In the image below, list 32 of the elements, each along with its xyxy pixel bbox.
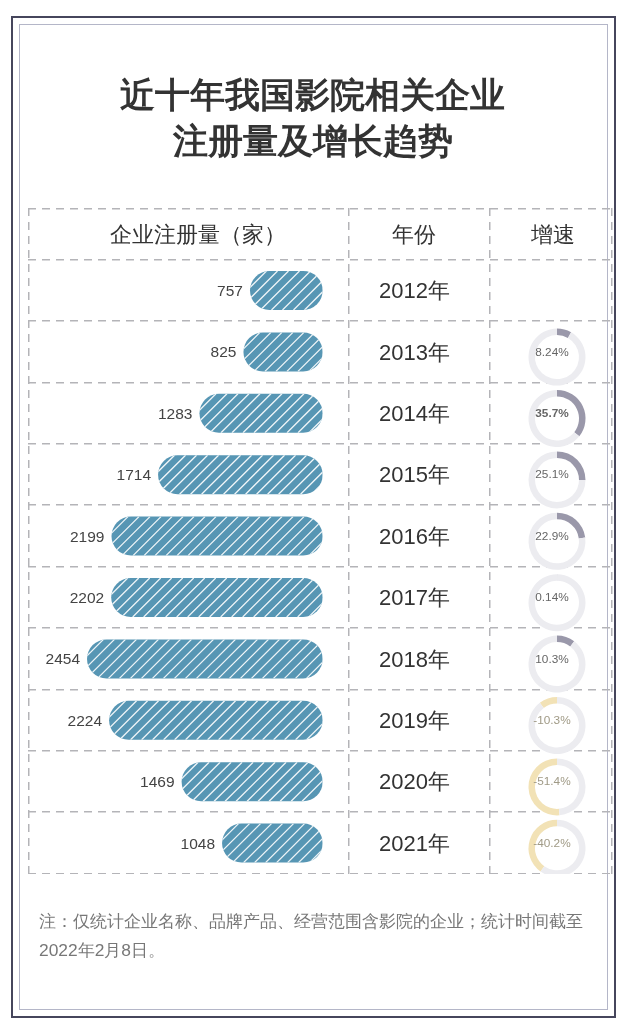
y-tick-label: 2019年 [379, 707, 450, 733]
data-label: 22.9% [535, 528, 569, 543]
y-tick-label: 2017年 [379, 584, 450, 610]
data-label: 2199 [70, 527, 105, 545]
text: 增速 [531, 221, 575, 249]
data-label: 25.1% [535, 467, 569, 482]
data-label: 8.24% [535, 344, 569, 359]
data-label: -10.3% [533, 713, 571, 728]
data-label: 1283 [157, 404, 193, 422]
chart-title: 近十年我国影院相关企业注册量及增长趋势 [119, 75, 506, 162]
y-tick-label: 2021年 [379, 830, 450, 856]
data-label: 1714 [116, 465, 152, 483]
data-label: 2224 [67, 711, 103, 729]
y-axis-title: 年份 [392, 221, 436, 249]
data-label: 1469 [140, 772, 175, 790]
data-label: 35.7% [535, 406, 569, 421]
data-label: 2454 [45, 649, 81, 667]
data-label: 2202 [69, 588, 105, 606]
data-label: 1048 [180, 834, 216, 852]
y-tick-label: 2013年 [379, 339, 450, 365]
x-axis-title: 企业注册量（家） [110, 221, 286, 249]
y-tick-label: 2018年 [379, 646, 450, 672]
y-tick-label: 2014年 [379, 400, 450, 426]
y-tick-label: 2015年 [379, 461, 450, 487]
text: 注：仅统计企业名称、品牌产品、经营范围含影院的企业；统计时间截至2022年2月8日。 [39, 910, 584, 962]
data-label: 10.3% [535, 651, 569, 666]
y-tick-label: 2020年 [379, 768, 450, 794]
y-tick-label: 2016年 [379, 523, 450, 549]
data-label: 757 [217, 281, 243, 299]
y-tick-label: 2012年 [379, 277, 450, 303]
data-label: 0.14% [535, 590, 569, 605]
data-label: 825 [210, 342, 237, 360]
